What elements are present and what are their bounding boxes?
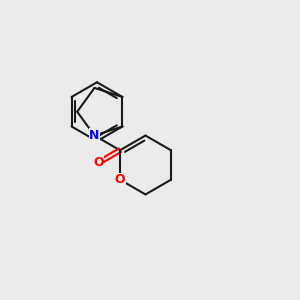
- Text: N: N: [89, 129, 100, 142]
- Text: O: O: [115, 173, 125, 186]
- Text: O: O: [93, 156, 104, 169]
